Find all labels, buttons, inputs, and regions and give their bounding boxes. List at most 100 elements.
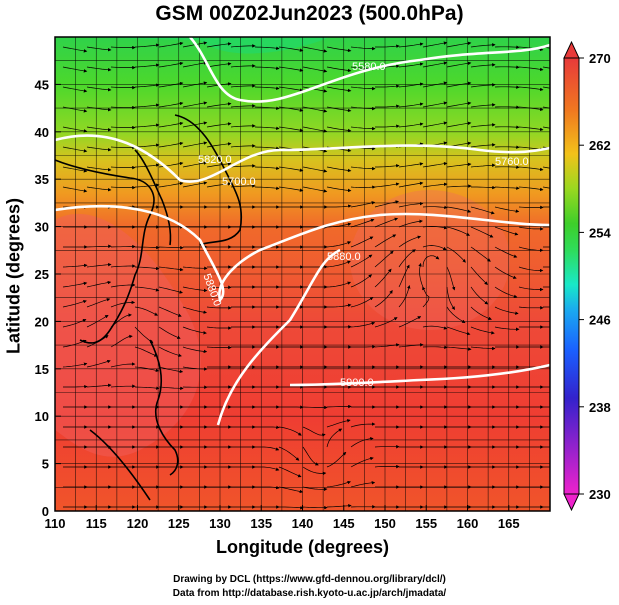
streamline [62,126,88,133]
streamline [206,162,232,168]
y-tick-label: 0 [42,504,49,519]
streamline [86,146,112,152]
y-tick-label: 30 [35,220,49,235]
x-tick-label: 125 [168,516,190,531]
streamline [446,184,472,188]
streamline [254,66,280,70]
y-tick-label: 20 [35,314,49,329]
streamline [110,283,136,288]
streamline [542,126,550,129]
streamline [182,266,208,271]
streamline [446,286,455,310]
streamline [494,226,519,236]
streamline [375,84,400,89]
streamline [350,166,376,171]
streamline [62,263,88,268]
streamline [110,384,136,388]
streamline [134,123,160,128]
y-tick-label: 25 [35,267,49,282]
streamline [398,42,424,48]
streamline [254,46,280,50]
streamline [110,85,136,90]
streamline [62,362,88,368]
streamline [494,266,517,279]
streamline [158,81,184,88]
streamline [63,384,88,389]
streamline [158,245,184,250]
y-tick-label: 35 [35,172,49,187]
streamline [326,46,352,53]
streamline [86,383,112,388]
streamline [446,41,472,48]
streamline [62,106,88,113]
streamline [206,182,232,188]
streamline [446,226,471,236]
streamline [302,86,328,93]
streamline [542,66,550,69]
streamline [518,226,544,231]
streamline [110,125,136,130]
streamline [110,145,136,150]
streamline [134,286,160,292]
streamline [230,64,256,68]
streamline [470,326,495,335]
streamline [350,86,376,91]
streamline [86,244,112,249]
streamline [182,346,208,354]
streamline [518,126,544,132]
streamline [255,466,280,471]
streamline [62,146,88,153]
streamline [230,104,256,108]
streamline [302,446,319,466]
streamline [470,83,496,88]
streamline [182,101,208,108]
streamline [422,61,448,68]
streamline [494,165,520,169]
streamline [446,81,472,88]
streamline [326,106,352,113]
streamline [110,65,136,70]
colorbar-tick-label: 262 [589,138,611,153]
streamline [62,299,87,308]
streamline [230,144,256,148]
streamline [134,143,160,148]
streamline [350,185,376,189]
colorbar-max-arrow [563,40,580,59]
streamline [255,446,280,451]
streamline [494,306,519,315]
streamline [375,44,400,49]
streamline [254,186,280,190]
streamline [302,66,328,73]
streamline [86,186,112,192]
streamline [494,186,520,190]
streamline [302,466,327,476]
streamline [494,105,520,109]
streamline [62,318,87,328]
streamline [302,426,326,437]
streamline [134,346,158,357]
streamline [302,106,328,113]
streamline [326,186,352,193]
streamline [326,404,352,409]
streamline [278,106,304,112]
coastline-philippines [149,339,179,476]
streamline [350,297,374,308]
streamline [158,306,182,317]
streamline [86,262,112,268]
streamline [446,266,456,291]
contour-5760 [55,134,550,183]
streamline [278,186,304,192]
streamline [158,61,184,68]
streamline [398,343,424,348]
streamline [374,250,394,268]
colorbar-tick-label: 238 [589,400,611,415]
streamline [374,234,397,248]
streamline [134,103,160,108]
x-tick-label: 155 [415,516,437,531]
streamline [518,286,544,292]
streamline [422,325,448,330]
streamline [182,141,208,148]
streamline [494,286,518,298]
streamline [62,186,88,193]
streamline [350,201,376,208]
